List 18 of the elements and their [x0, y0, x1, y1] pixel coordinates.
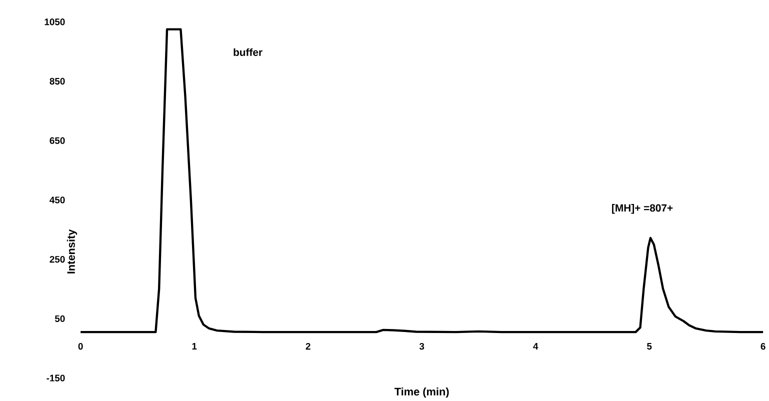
x-tick-label: 1	[192, 342, 197, 350]
annotation: [MH]+ =807+	[612, 204, 673, 214]
x-tick-label: 5	[647, 342, 652, 350]
x-tick-label: 4	[533, 342, 538, 350]
y-tick-label: 450	[50, 196, 65, 204]
y-tick-label: 1050	[44, 18, 65, 26]
x-tick-label: 0	[78, 342, 83, 350]
y-axis-title: Intensity	[66, 229, 78, 274]
annotation: buffer	[234, 48, 262, 56]
y-tick-label: 650	[50, 137, 65, 144]
x-axis-title: Time (min)	[394, 388, 449, 398]
x-tick-label: 2	[306, 342, 310, 350]
x-tick-label: 6	[760, 342, 766, 350]
y-tick-label: 250	[50, 256, 65, 263]
y-tick-label: 850	[50, 78, 65, 85]
x-tick-label: 3	[419, 342, 424, 350]
y-tick-label: -150	[46, 374, 65, 382]
y-tick-label: 50	[54, 315, 65, 322]
